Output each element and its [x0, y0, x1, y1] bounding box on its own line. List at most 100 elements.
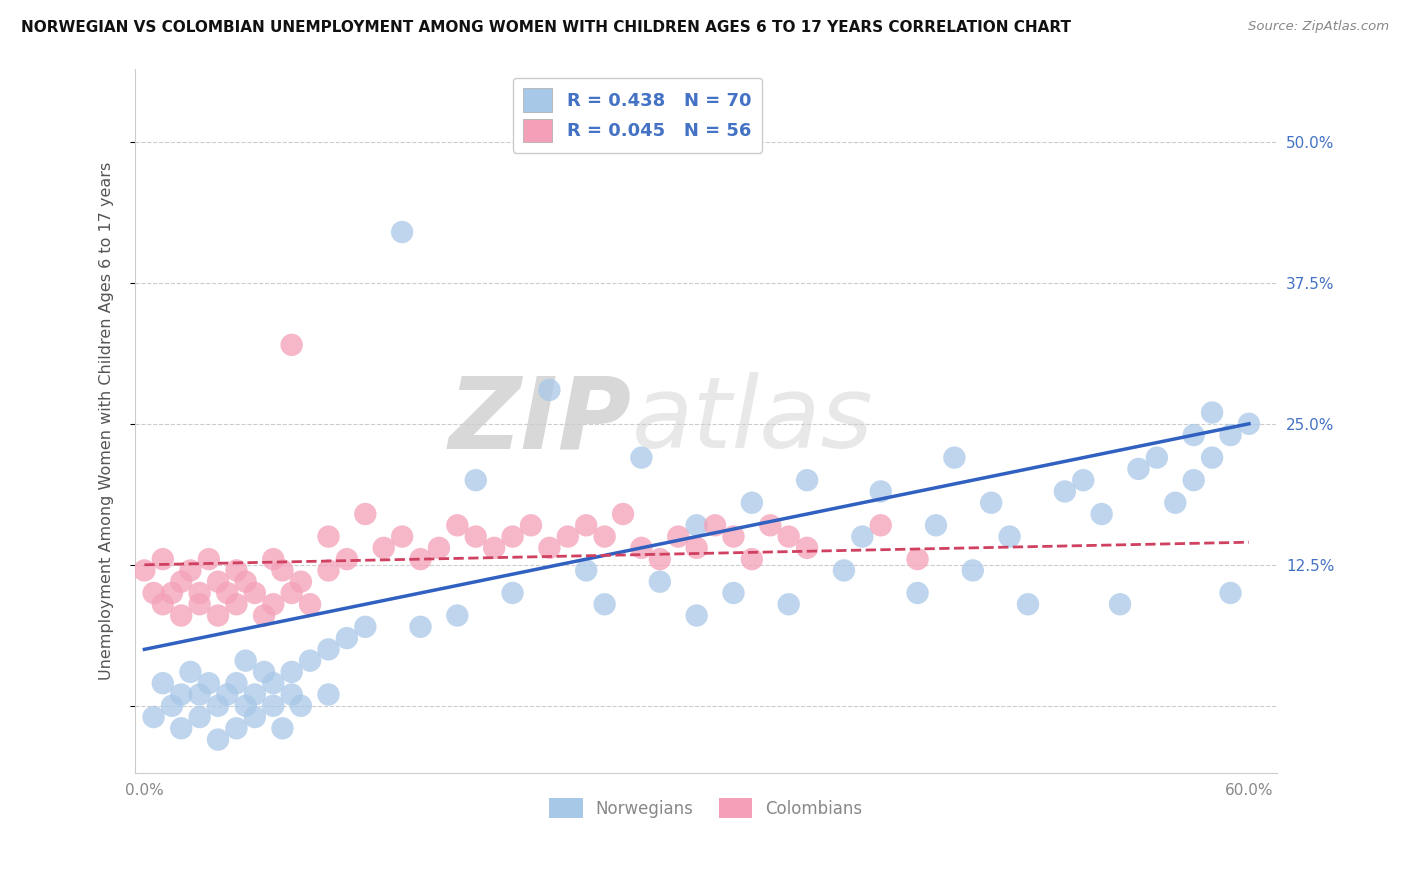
Text: ZIP: ZIP: [449, 373, 631, 469]
Point: [170, 608, 193, 623]
Text: NORWEGIAN VS COLOMBIAN UNEMPLOYMENT AMONG WOMEN WITH CHILDREN AGES 6 TO 17 YEARS: NORWEGIAN VS COLOMBIAN UNEMPLOYMENT AMON…: [21, 20, 1071, 35]
Point: [685, 608, 707, 623]
Point: [217, 688, 239, 702]
Point: [685, 518, 707, 533]
Text: atlas: atlas: [631, 373, 873, 469]
Point: [280, 586, 302, 600]
Point: [354, 620, 377, 634]
Point: [502, 586, 524, 600]
Point: [253, 665, 276, 679]
Point: [290, 698, 312, 713]
Point: [243, 586, 266, 600]
Point: [225, 597, 247, 611]
Point: [575, 563, 598, 577]
Point: [427, 541, 450, 555]
Point: [998, 530, 1021, 544]
Point: [1201, 450, 1223, 465]
Point: [741, 552, 763, 566]
Point: [464, 530, 486, 544]
Point: [225, 721, 247, 735]
Point: [538, 383, 561, 397]
Point: [943, 450, 966, 465]
Point: [648, 574, 671, 589]
Point: [666, 530, 689, 544]
Point: [235, 654, 257, 668]
Point: [198, 552, 221, 566]
Point: [299, 597, 322, 611]
Point: [446, 608, 468, 623]
Point: [391, 225, 413, 239]
Point: [235, 698, 257, 713]
Point: [271, 563, 294, 577]
Point: [1017, 597, 1039, 611]
Point: [280, 338, 302, 352]
Point: [243, 688, 266, 702]
Point: [271, 721, 294, 735]
Point: [778, 530, 800, 544]
Point: [318, 530, 340, 544]
Point: [170, 721, 193, 735]
Point: [160, 698, 183, 713]
Point: [152, 597, 174, 611]
Point: [290, 574, 312, 589]
Point: [796, 541, 818, 555]
Point: [980, 496, 1002, 510]
Legend: Norwegians, Colombians: Norwegians, Colombians: [543, 791, 869, 825]
Point: [851, 530, 873, 544]
Y-axis label: Unemployment Among Women with Children Ages 6 to 17 years: Unemployment Among Women with Children A…: [100, 161, 114, 680]
Point: [869, 484, 891, 499]
Point: [1146, 450, 1168, 465]
Point: [179, 563, 201, 577]
Point: [188, 597, 211, 611]
Point: [198, 676, 221, 690]
Point: [630, 450, 652, 465]
Point: [152, 676, 174, 690]
Point: [409, 552, 432, 566]
Point: [1128, 462, 1150, 476]
Point: [520, 518, 543, 533]
Point: [152, 552, 174, 566]
Point: [482, 541, 505, 555]
Point: [1182, 428, 1205, 442]
Point: [235, 574, 257, 589]
Point: [538, 541, 561, 555]
Point: [907, 552, 929, 566]
Point: [142, 586, 165, 600]
Point: [188, 586, 211, 600]
Point: [832, 563, 855, 577]
Point: [253, 608, 276, 623]
Point: [778, 597, 800, 611]
Point: [336, 631, 359, 645]
Point: [575, 518, 598, 533]
Point: [1164, 496, 1187, 510]
Point: [262, 698, 284, 713]
Point: [336, 552, 359, 566]
Point: [142, 710, 165, 724]
Point: [262, 597, 284, 611]
Point: [188, 710, 211, 724]
Point: [685, 541, 707, 555]
Point: [188, 688, 211, 702]
Point: [354, 507, 377, 521]
Point: [741, 496, 763, 510]
Point: [1109, 597, 1132, 611]
Point: [502, 530, 524, 544]
Point: [1091, 507, 1114, 521]
Point: [207, 574, 229, 589]
Point: [170, 688, 193, 702]
Point: [373, 541, 395, 555]
Point: [630, 541, 652, 555]
Point: [446, 518, 468, 533]
Point: [723, 586, 745, 600]
Point: [593, 597, 616, 611]
Point: [280, 688, 302, 702]
Point: [612, 507, 634, 521]
Point: [796, 473, 818, 487]
Point: [648, 552, 671, 566]
Point: [1219, 586, 1241, 600]
Point: [962, 563, 984, 577]
Point: [391, 530, 413, 544]
Point: [869, 518, 891, 533]
Point: [704, 518, 727, 533]
Point: [217, 586, 239, 600]
